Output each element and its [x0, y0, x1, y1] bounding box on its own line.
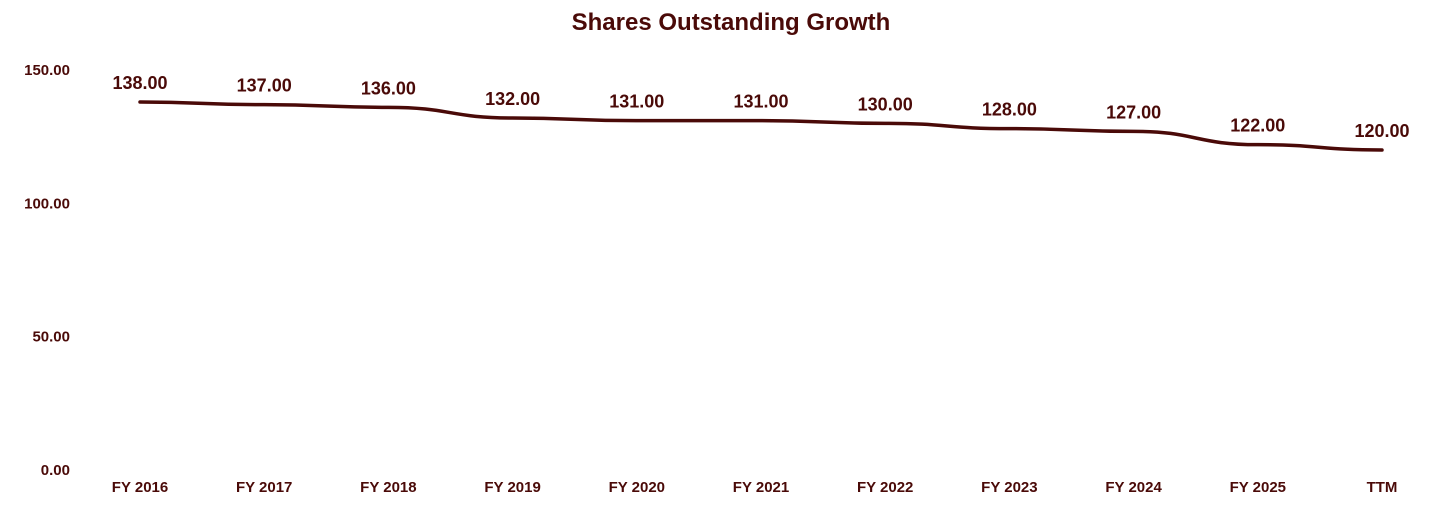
- series-line: [138, 100, 1384, 152]
- data-label: 137.00: [237, 76, 292, 96]
- y-tick-label: 100.00: [24, 195, 70, 212]
- x-axis: FY 2016 FY 2017 FY 2018 FY 2019 FY 2020 FY 20…: [112, 479, 1398, 496]
- data-label: 131.00: [733, 92, 788, 112]
- x-tick-label: FY 2017: [236, 479, 292, 496]
- data-label: 138.00: [112, 73, 167, 93]
- data-label: 132.00: [485, 89, 540, 109]
- data-label: 127.00: [1106, 102, 1161, 122]
- x-tick-label: FY 2016: [112, 479, 168, 496]
- y-axis: 0.00 50.00 100.00 150.00: [24, 62, 70, 479]
- data-label: 128.00: [982, 100, 1037, 120]
- x-tick-label: FY 2025: [1230, 479, 1286, 496]
- x-tick-label: FY 2020: [609, 479, 665, 496]
- data-label: 130.00: [858, 94, 913, 114]
- data-label: 136.00: [361, 78, 416, 98]
- data-label: 120.00: [1354, 121, 1409, 141]
- x-tick-label: FY 2022: [857, 479, 913, 496]
- x-tick-label: FY 2023: [981, 479, 1037, 496]
- data-labels: 138.00 137.00 136.00 132.00 131.00 131.00 130.…: [112, 73, 1409, 141]
- data-label: 131.00: [609, 92, 664, 112]
- x-tick-label: FY 2021: [733, 479, 789, 496]
- data-label: 122.00: [1230, 116, 1285, 136]
- x-tick-label: TTM: [1367, 479, 1398, 496]
- y-tick-label: 50.00: [32, 329, 70, 346]
- x-tick-label: FY 2018: [360, 479, 416, 496]
- chart-title: Shares Outstanding Growth: [572, 9, 891, 36]
- y-tick-label: 150.00: [24, 62, 70, 79]
- x-tick-label: FY 2024: [1105, 479, 1162, 496]
- y-tick-label: 0.00: [41, 462, 70, 479]
- x-tick-label: FY 2019: [484, 479, 540, 496]
